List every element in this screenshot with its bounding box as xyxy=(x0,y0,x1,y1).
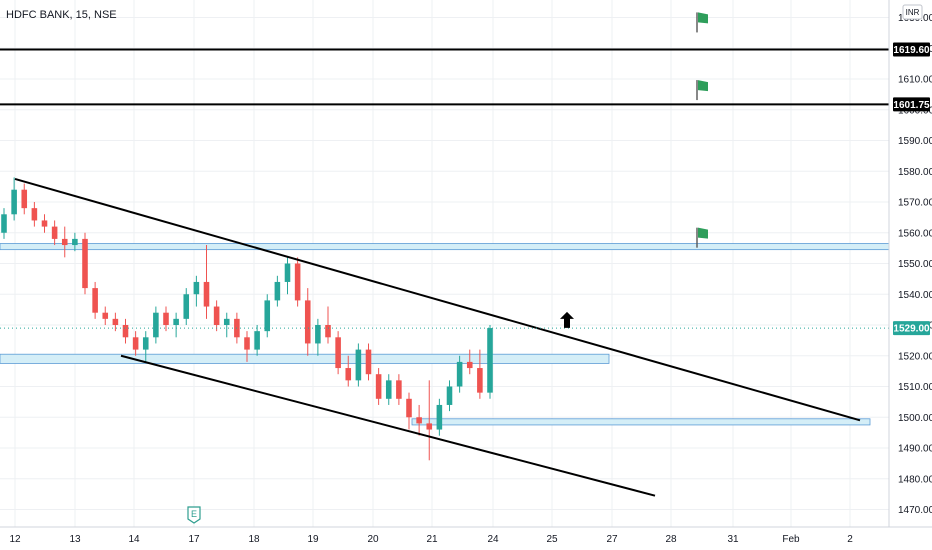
candle-body[interactable] xyxy=(203,281,210,307)
candle-body[interactable] xyxy=(132,337,139,350)
candle-body[interactable] xyxy=(436,404,443,430)
flag-icon[interactable] xyxy=(698,227,708,239)
support-resistance-zone[interactable] xyxy=(0,243,890,251)
flag-icon[interactable] xyxy=(698,12,708,24)
candle-body[interactable] xyxy=(173,318,179,325)
candle-body[interactable] xyxy=(183,294,190,319)
x-tick-label: Feb xyxy=(782,534,800,545)
candle-body[interactable] xyxy=(274,281,281,301)
candle-body[interactable] xyxy=(315,325,321,344)
y-tick-label: 1550.00 xyxy=(898,259,932,270)
x-tick-label: 12 xyxy=(9,534,21,545)
candle-body[interactable] xyxy=(163,312,169,325)
candle-body[interactable] xyxy=(122,325,129,338)
candle-body[interactable] xyxy=(92,288,98,313)
earnings-marker-icon[interactable] xyxy=(187,506,201,524)
currency-label: INR xyxy=(906,8,920,17)
lower-channel-trendline[interactable] xyxy=(120,354,656,497)
candle-body[interactable] xyxy=(466,361,473,369)
y-tick-label: 1610.00 xyxy=(898,75,932,86)
candle-body[interactable] xyxy=(416,417,422,424)
candle-body[interactable] xyxy=(31,208,38,221)
x-tick-label: 18 xyxy=(248,534,260,545)
y-tick-label: 1540.00 xyxy=(898,290,932,301)
candle-body[interactable] xyxy=(102,312,109,319)
candle-body[interactable] xyxy=(304,300,311,344)
symbol-title: HDFC BANK, 15, NSE xyxy=(6,9,117,21)
currency-badge[interactable] xyxy=(902,4,923,20)
y-tick-label: 1480.00 xyxy=(898,474,932,485)
candle-body[interactable] xyxy=(11,189,17,215)
y-tick-label: 1520.00 xyxy=(898,351,932,362)
candle-body[interactable] xyxy=(406,398,412,418)
candle-body[interactable] xyxy=(193,281,200,295)
level-price-badge xyxy=(893,97,930,112)
y-tick-label: 1590.00 xyxy=(898,136,932,147)
x-tick-label: 17 xyxy=(188,534,200,545)
candle-body[interactable] xyxy=(21,189,28,209)
candle-body[interactable] xyxy=(142,337,149,350)
y-tick-label: 1580.00 xyxy=(898,167,932,178)
x-tick-label: 31 xyxy=(727,534,739,545)
y-tick-label: 1500.00 xyxy=(898,413,932,424)
candle-body[interactable] xyxy=(213,306,220,325)
candle-body[interactable] xyxy=(254,331,260,350)
candle-body[interactable] xyxy=(82,238,88,289)
y-tick-label: 1490.00 xyxy=(898,444,932,455)
x-tick-label: 25 xyxy=(546,534,558,545)
candle-body[interactable] xyxy=(365,349,372,375)
upper-channel-trendline[interactable] xyxy=(14,177,861,422)
y-tick-label: 1560.00 xyxy=(898,228,932,239)
support-resistance-zone[interactable] xyxy=(0,353,610,364)
last-price-label: 1529.00 xyxy=(893,324,930,335)
candle-body[interactable] xyxy=(385,380,392,399)
last-price-badge xyxy=(893,321,930,336)
candle-body[interactable] xyxy=(294,263,301,301)
y-tick-label: 1570.00 xyxy=(898,198,932,209)
flag-icon[interactable] xyxy=(698,80,708,92)
candle-body[interactable] xyxy=(223,318,230,325)
x-tick-label: 14 xyxy=(128,534,140,545)
candle-body[interactable] xyxy=(446,386,453,405)
level-price-label: 1619.60 xyxy=(893,45,930,56)
candle-body[interactable] xyxy=(426,423,433,430)
candle-body[interactable] xyxy=(72,238,78,246)
candle-body[interactable] xyxy=(456,361,463,387)
candle-body[interactable] xyxy=(487,328,493,393)
candle-body[interactable] xyxy=(345,368,352,381)
candle-body[interactable] xyxy=(375,374,382,399)
candle-body[interactable] xyxy=(325,325,331,338)
candle-body[interactable] xyxy=(396,380,402,399)
x-tick-label: 28 xyxy=(665,534,677,545)
level-price-badge xyxy=(893,42,930,57)
earnings-marker-label: E xyxy=(191,509,197,519)
candle-body[interactable] xyxy=(335,337,341,369)
candle-body[interactable] xyxy=(153,312,159,338)
candle-body[interactable] xyxy=(61,238,68,246)
candle-body[interactable] xyxy=(1,214,7,233)
candle-body[interactable] xyxy=(264,300,271,332)
y-tick-label: 1470.00 xyxy=(898,505,932,516)
candle-body[interactable] xyxy=(41,220,48,227)
x-tick-label: 27 xyxy=(606,534,618,545)
x-tick-label: 19 xyxy=(307,534,319,545)
x-tick-label: 13 xyxy=(69,534,81,545)
candle-body[interactable] xyxy=(355,349,362,381)
candle-body[interactable] xyxy=(284,263,291,282)
up-arrow-icon xyxy=(560,311,574,328)
x-tick-label: 21 xyxy=(426,534,438,545)
x-tick-label: 2 xyxy=(847,534,853,545)
candle-body[interactable] xyxy=(51,226,58,239)
candle-body[interactable] xyxy=(112,318,119,325)
candle-body[interactable] xyxy=(244,337,250,350)
x-tick-label: 20 xyxy=(367,534,379,545)
support-resistance-zone[interactable] xyxy=(411,418,871,426)
x-tick-label: 24 xyxy=(487,534,499,545)
candle-body[interactable] xyxy=(477,368,483,393)
y-tick-label: 1510.00 xyxy=(898,382,932,393)
level-price-label: 1601.75 xyxy=(893,100,930,111)
